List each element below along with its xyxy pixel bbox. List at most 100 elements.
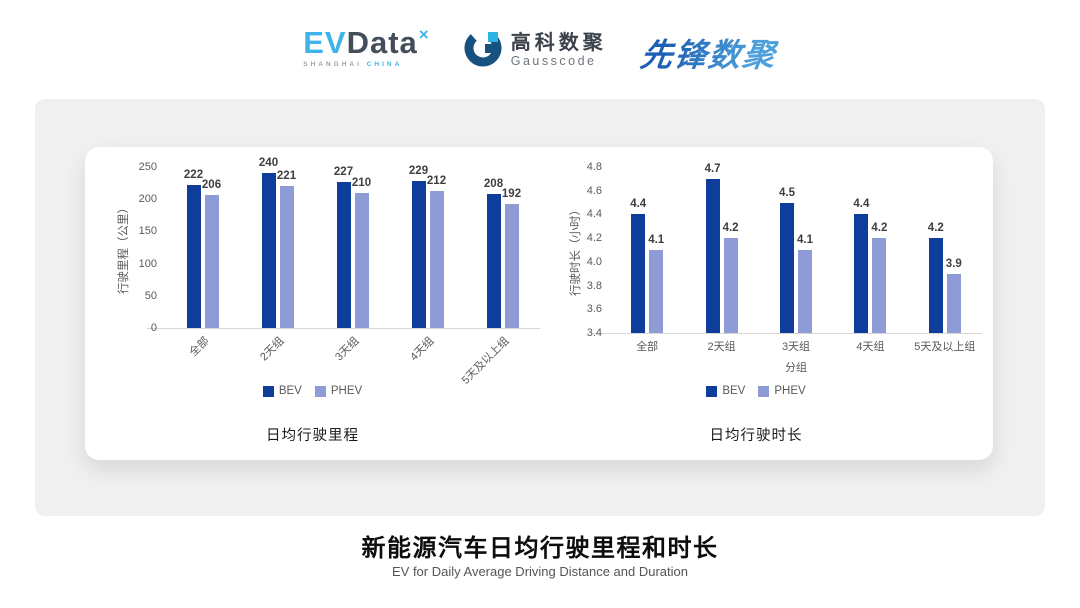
bar-bev bbox=[631, 214, 646, 333]
bar-value-label: 4.2 bbox=[871, 222, 888, 235]
evdata-data-text: Data bbox=[346, 25, 418, 60]
bar-value-label: 4.4 bbox=[853, 198, 870, 211]
gausscode-en-text: Gausscode bbox=[510, 54, 597, 68]
x-tick-label: 2天组 bbox=[707, 341, 736, 353]
bar-bev bbox=[186, 185, 201, 328]
y-tick-label: 4.8 bbox=[586, 161, 602, 173]
legend: BEV PHEV bbox=[570, 385, 942, 397]
bar-value-label: 229 bbox=[408, 164, 429, 177]
bar-bev bbox=[705, 178, 720, 333]
bar-value-label: 212 bbox=[426, 175, 447, 188]
legend-label: BEV bbox=[722, 385, 746, 397]
y-tick-label: 200 bbox=[138, 193, 157, 206]
bar-phev bbox=[872, 238, 887, 333]
bar-value-label: 4.1 bbox=[797, 234, 813, 246]
bar-value-label: 227 bbox=[333, 165, 354, 178]
legend-swatch-phev bbox=[758, 385, 770, 397]
y-tick-label: 4.6 bbox=[586, 184, 602, 197]
gausscode-cn-text: 高科数聚 bbox=[510, 32, 607, 54]
bar-value-label: 206 bbox=[201, 179, 222, 192]
bar-value-label: 3.9 bbox=[945, 257, 962, 270]
header-logos: EVData× SHANGHAI CHINA 高科数聚 Gausscode 先锋… bbox=[0, 22, 1080, 76]
chart-panel: 0 50 100 150 200 250 行驶里程（公里） 222 206 全部 240 221 2天组… bbox=[35, 99, 1045, 516]
bar-phev bbox=[429, 191, 444, 328]
y-tick-label: 3.4 bbox=[586, 327, 602, 339]
y-tick-label: 4.2 bbox=[586, 232, 602, 245]
bar-value-label: 240 bbox=[258, 157, 279, 170]
bar-phev bbox=[723, 238, 738, 333]
legend-swatch-phev bbox=[314, 385, 326, 397]
legend-item-phev: PHEV bbox=[758, 385, 806, 397]
y-tick-label: 3.8 bbox=[586, 279, 602, 292]
bar-phev bbox=[279, 185, 294, 328]
bar-bev bbox=[780, 202, 794, 333]
x-tick-label: 3天组 bbox=[781, 341, 811, 353]
legend-label: PHEV bbox=[330, 385, 363, 397]
gausscode-logo: 高科数聚 Gausscode bbox=[464, 29, 607, 72]
bar-value-label: 4.2 bbox=[927, 222, 944, 235]
bar-value-label: 192 bbox=[501, 188, 522, 201]
y-tick-label: 3.6 bbox=[586, 303, 602, 316]
chart-caption: 日均行驶时长 bbox=[709, 428, 803, 444]
bar-value-label: 210 bbox=[351, 176, 372, 189]
bar-value-label: 221 bbox=[276, 169, 297, 182]
x-axis-line bbox=[147, 328, 540, 329]
pioneer-logo: 先锋数聚 bbox=[638, 30, 780, 76]
x-axis-line bbox=[592, 333, 982, 334]
gausscode-text: 高科数聚 Gausscode bbox=[511, 32, 607, 69]
y-tick-label: 250 bbox=[138, 161, 157, 173]
y-tick-label: 0 bbox=[150, 322, 157, 334]
bar-bev bbox=[261, 173, 276, 328]
bar-bev bbox=[928, 238, 943, 333]
legend-label: BEV bbox=[278, 385, 302, 397]
chart-caption: 日均行驶里程 bbox=[266, 428, 359, 444]
gausscode-g-icon bbox=[464, 29, 502, 72]
bar-phev bbox=[354, 192, 369, 328]
legend-label: PHEV bbox=[774, 385, 806, 397]
evdata-wordmark: EVData× bbox=[303, 25, 430, 60]
evdata-subtitle: SHANGHAI CHINA bbox=[303, 61, 430, 68]
y-tick-label: 150 bbox=[138, 225, 157, 238]
chart-daily-distance: 0 50 100 150 200 250 行驶里程（公里） 222 206 全部 240 221 2天组… bbox=[85, 147, 993, 460]
evdata-china-text: CHINA bbox=[366, 61, 403, 68]
bar-bev bbox=[854, 214, 869, 333]
bar-value-label: 4.1 bbox=[648, 234, 665, 246]
evdata-ev-text: EV bbox=[303, 25, 347, 60]
legend-swatch-bev bbox=[262, 385, 274, 397]
x-tick-label: 5天及以上组 bbox=[914, 341, 976, 353]
legend: BEV PHEV bbox=[125, 385, 500, 397]
bar-phev bbox=[649, 250, 664, 333]
y-tick-label: 50 bbox=[144, 289, 157, 302]
evdata-spark-icon: × bbox=[418, 25, 430, 44]
legend-item-bev: BEV bbox=[706, 385, 745, 397]
y-axis-title: 行驶时长（小时） bbox=[570, 204, 582, 296]
y-tick-label: 4.4 bbox=[586, 208, 602, 221]
bar-value-label: 4.7 bbox=[704, 162, 721, 175]
legend-swatch-bev bbox=[706, 385, 718, 397]
bar-value-label: 4.4 bbox=[630, 198, 647, 211]
bar-value-label: 208 bbox=[483, 178, 504, 191]
poster-title: 新能源汽车日均行驶里程和时长 bbox=[361, 535, 719, 562]
bar-bev bbox=[411, 180, 426, 328]
bar-bev bbox=[336, 181, 351, 328]
x-tick-label: 全部 bbox=[636, 341, 659, 353]
bar-phev bbox=[798, 250, 812, 333]
chart-card: 0 50 100 150 200 250 行驶里程（公里） 222 206 全部 240 221 2天组… bbox=[85, 147, 993, 460]
bar-value-label: 222 bbox=[183, 169, 204, 182]
legend-item-phev: PHEV bbox=[314, 385, 363, 397]
bar-phev bbox=[946, 273, 961, 333]
poster-subtitle: EV for Daily Average Driving Distance an… bbox=[391, 564, 689, 579]
bar-bev bbox=[486, 194, 501, 328]
bar-value-label: 4.5 bbox=[779, 186, 795, 199]
legend-item-bev: BEV bbox=[262, 385, 302, 397]
x-tick-label: 4天组 bbox=[856, 341, 885, 353]
bar-phev bbox=[504, 204, 519, 328]
evdata-shanghai-text: SHANGHAI bbox=[303, 61, 362, 68]
y-tick-label: 4.0 bbox=[586, 255, 602, 268]
bar-value-label: 4.2 bbox=[722, 222, 739, 235]
y-tick-label: 100 bbox=[138, 257, 157, 270]
x-axis-title: 分组 bbox=[785, 362, 807, 374]
evdata-logo: EVData× SHANGHAI CHINA bbox=[303, 25, 430, 68]
bar-phev bbox=[204, 195, 219, 328]
chart-daily-duration: 3.4 3.6 3.8 4.0 4.2 4.4 4.6 4.8 行驶时长（小时） 4.4 4.1 全部… bbox=[85, 147, 993, 460]
